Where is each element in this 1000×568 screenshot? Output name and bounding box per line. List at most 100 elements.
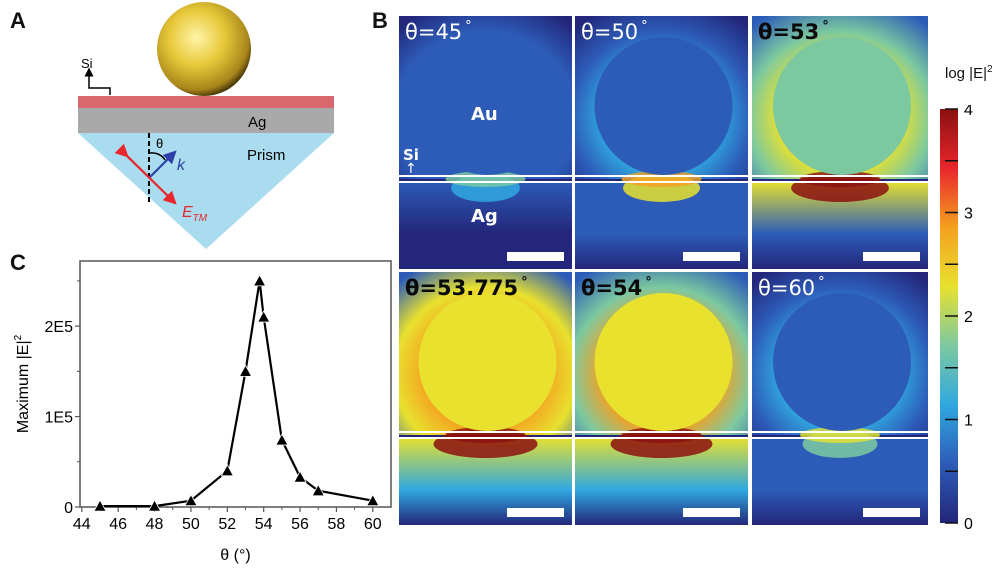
map-angle-label: θ=60 ° [758,275,825,300]
au-sphere-region [418,293,557,431]
map-angle-label: θ=54 ° [581,275,652,300]
ag-boundary-line [752,181,928,183]
au-label: Au [471,104,498,125]
si-label-map: Si [403,146,419,164]
y-tick-label: 2E5 [45,319,74,336]
y-axis-label: Maximum |E|2 [13,334,32,433]
au-sphere-region [418,37,557,175]
ag-boundary-line [575,437,748,439]
data-point-marker [275,433,289,446]
x-tick-label: 60 [364,516,382,533]
data-point-marker [238,364,253,377]
line-chart: 44 46 48 50 52 54 56 58 60 0 1E5 2E5 θ (°) Maximum |E… [13,260,392,564]
x-tick-label: 58 [328,516,346,533]
degree-symbol: ° [822,19,829,34]
theta-label: θ [156,136,163,151]
e-field-label-main: E [182,204,193,221]
degree-symbol: ° [645,275,652,290]
colorbar-tick-label: 0 [964,516,973,533]
panel-label-a: A [10,8,26,33]
ag-boundary-line [399,437,572,439]
colorbar-tick-label: 2 [964,309,973,326]
degree-symbol: ° [521,275,528,290]
au-sphere-region [594,37,733,175]
ag-boundary-line [575,181,748,183]
si-boundary-line [575,175,748,177]
au-sphere-region [773,293,911,431]
x-tick-label: 52 [218,516,236,533]
si-boundary-line [752,175,928,177]
si-boundary-line [399,431,572,433]
degree-symbol: ° [818,275,825,290]
map-angle-label: θ=45 ° [405,19,472,44]
data-point-marker [184,493,198,507]
x-tick-label: 50 [182,516,200,533]
scale-bar [683,252,740,261]
data-point-marker [147,499,162,512]
colorbar-title-sup: 2 [986,64,993,75]
si-boundary-line [575,431,748,433]
si-layer [78,96,334,108]
schematic-diagram: Si Ag Prism θ k ETM [78,2,334,249]
data-point-marker [220,463,234,477]
y-tick-label: 0 [64,500,73,517]
si-pointer-arrow [84,67,111,95]
plot-frame [79,260,392,508]
gold-nanoparticle [157,2,251,96]
y-axis-label-main: Maximum |E| [15,340,32,433]
map-angle-value: θ=53.775 [405,276,519,300]
ag-boundary-line [752,437,928,439]
x-tick-label: 48 [146,516,164,533]
data-point-marker [252,274,267,287]
e-field-label: ETM [182,204,208,224]
e-field-label-sub: TM [193,213,208,224]
x-tick-label: 56 [291,516,309,533]
panel-label-c: C [10,250,26,275]
si-label: Si [81,56,93,71]
x-tick-label: 44 [73,516,91,533]
map-angle-label: θ=50 ° [581,19,648,44]
map-angle-value: θ=60 [758,276,816,300]
au-sphere-region [594,293,733,431]
data-point-marker [93,499,107,512]
scale-bar [863,508,920,517]
map-angle-value: θ=54 [581,276,643,300]
ag-label-map: Ag [471,206,498,227]
colorbar-title: log |E|2 [945,64,993,82]
si-arrow-icon: ↑ [405,161,417,177]
field-map-panel: θ=50 ° [575,16,748,269]
degree-symbol: ° [465,19,472,34]
series-line [100,280,374,508]
si-boundary-line [399,175,572,177]
map-angle-value: θ=53 [758,20,820,44]
map-angle-label: θ=53.775 ° [405,275,528,300]
data-point-marker [293,470,307,483]
y-axis-label-sup: 2 [13,334,24,340]
k-label: k [177,157,186,174]
data-point-marker [311,483,325,497]
scale-bar [507,508,564,517]
data-point-marker [366,493,380,507]
ag-layer [78,108,334,133]
map-angle-value: θ=45 [405,20,463,44]
panel-label-b: B [372,8,388,33]
map-angle-label: θ=53 ° [758,19,829,44]
field-map-panel: θ=53.775 ° [399,272,572,525]
x-tick-label: 46 [109,516,127,533]
field-map-panel: θ=53 ° [752,16,928,269]
ag-boundary-line [399,181,572,183]
scale-bar [683,508,740,517]
field-map-panel: θ=45 ° Au Si ↑ Ag [399,16,572,269]
prism-shape [78,133,334,249]
ag-label: Ag [248,114,266,131]
colorbar-title-text: log |E| [945,65,987,82]
x-axis-label: θ (°) [220,547,250,564]
x-tick-label: 54 [255,516,273,533]
colorbar-tick-label: 3 [964,206,973,223]
field-map-panel: θ=54 ° [575,272,748,525]
colorbar: 0 1 2 3 4 [940,105,973,533]
colorbar-tick-label: 1 [964,413,973,430]
scale-bar [863,252,920,261]
colorbar-tick-label: 4 [964,105,973,119]
y-tick-label: 1E5 [45,410,74,427]
